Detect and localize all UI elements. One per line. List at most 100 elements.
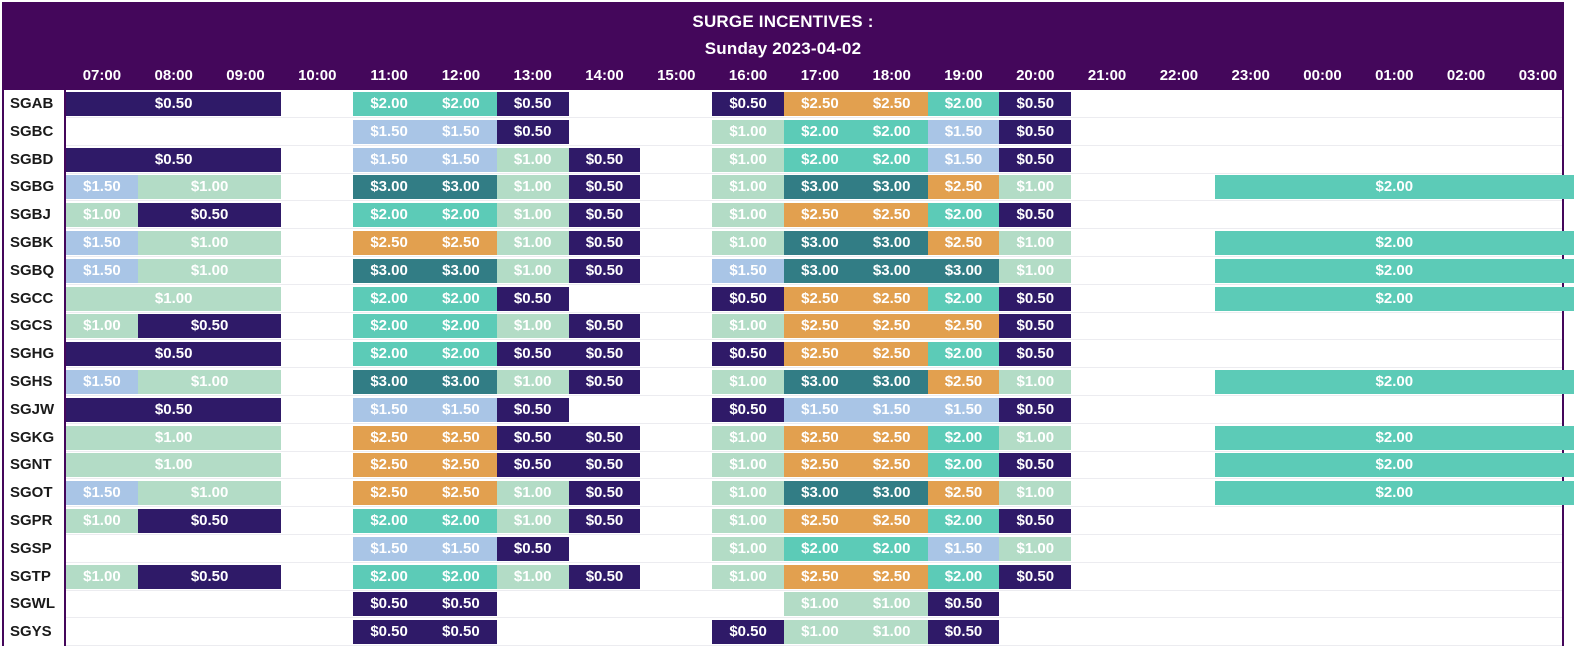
incentive-cell: $3.00 [425, 370, 497, 394]
incentive-cell: $2.00 [784, 147, 856, 172]
incentive-cell: $0.50 [66, 92, 282, 116]
incentive-cell: $2.00 [855, 119, 928, 144]
incentive-cell: $2.50 [927, 314, 1000, 339]
incentive-cell: $0.50 [999, 203, 1072, 228]
hour-header: 03:00 [1518, 67, 1558, 84]
incentive-cell: $2.00 [1214, 481, 1574, 506]
hour-header: 15:00 [657, 67, 696, 84]
hour-header: 19:00 [944, 67, 983, 84]
incentive-cell: $2.00 [1214, 258, 1574, 283]
incentive-cell: $0.50 [999, 397, 1072, 422]
incentive-cell: $2.00 [1214, 453, 1574, 478]
incentive-cell: $2.00 [927, 203, 1000, 228]
incentive-cell: $1.00 [712, 175, 784, 200]
incentive-cell: $1.00 [496, 564, 569, 589]
incentive-cell: $2.50 [425, 481, 497, 506]
hour-header: 14:00 [585, 67, 624, 84]
incentive-cell: $1.00 [66, 453, 282, 478]
zone-code-label: SGHS [4, 368, 64, 396]
incentive-cell: $2.00 [927, 425, 1000, 450]
zone-code-label: SGCS [4, 312, 64, 341]
incentive-cell: $1.00 [712, 425, 784, 450]
row-divider [66, 479, 1562, 508]
incentive-cell: $1.50 [66, 175, 138, 200]
incentive-cell: $2.50 [784, 92, 856, 116]
incentive-cell: $2.00 [927, 453, 1000, 478]
label-column-divider [64, 90, 66, 646]
incentive-cell: $0.50 [66, 147, 282, 172]
incentive-cell: $1.00 [66, 203, 138, 228]
incentive-cell: $2.00 [425, 286, 497, 311]
incentive-cell: $0.50 [496, 286, 569, 311]
incentive-cell: $0.50 [66, 342, 282, 367]
incentive-cell: $0.50 [496, 536, 569, 561]
incentive-cell: $0.50 [496, 342, 569, 367]
incentive-cell: $1.00 [712, 203, 784, 228]
incentive-cell: $1.00 [855, 592, 928, 617]
incentive-cell: $0.50 [999, 314, 1072, 339]
incentive-cell: $3.00 [784, 481, 856, 506]
page-date: Sunday 2023-04-02 [704, 39, 862, 58]
zone-code-label: SGBD [4, 145, 64, 174]
zone-code-label: SGAB [4, 90, 64, 118]
incentive-cell: $0.50 [999, 286, 1072, 311]
row-divider [66, 618, 1562, 647]
incentive-cell: $1.50 [353, 147, 425, 172]
hour-header: 21:00 [1087, 67, 1127, 84]
incentive-cell: $2.00 [425, 509, 497, 533]
incentive-cell: $3.00 [353, 370, 425, 394]
incentive-cell: $3.00 [855, 258, 928, 283]
incentive-cell: $2.50 [784, 509, 856, 533]
incentive-cell: $2.00 [353, 203, 425, 228]
zone-code-label: SGCC [4, 284, 64, 313]
row-divider [66, 257, 1562, 285]
incentive-cell: $2.00 [353, 92, 425, 116]
incentive-cell: $2.00 [353, 564, 425, 589]
incentive-cell: $2.00 [927, 564, 1000, 589]
incentive-cell: $2.50 [353, 481, 425, 506]
incentive-cell: $2.00 [927, 509, 1000, 533]
incentive-cell: $1.50 [66, 231, 138, 255]
hour-header: 13:00 [513, 67, 552, 84]
incentive-cell: $2.50 [927, 370, 1000, 394]
incentive-cell: $1.50 [712, 258, 784, 283]
zone-code-label: SGOT [4, 479, 64, 508]
zone-code-label: SGBK [4, 229, 64, 257]
incentive-cell: $2.50 [425, 231, 497, 255]
incentive-cell: $0.50 [712, 342, 784, 367]
incentive-cell: $1.50 [425, 147, 497, 172]
incentive-cell: $2.00 [353, 286, 425, 311]
incentive-cell: $2.00 [353, 509, 425, 533]
incentive-cell: $1.00 [712, 481, 784, 506]
incentive-cell: $1.00 [784, 620, 856, 645]
incentive-cell: $2.00 [927, 342, 1000, 367]
incentive-cell: $2.50 [855, 564, 928, 589]
hour-header: 08:00 [154, 67, 193, 84]
incentive-cell: $0.50 [568, 147, 641, 172]
incentive-cell: $0.50 [999, 453, 1072, 478]
incentive-cell: $1.50 [855, 397, 928, 422]
incentive-cell: $0.50 [425, 592, 497, 617]
incentive-cell: $1.00 [496, 481, 569, 506]
incentive-cell: $0.50 [999, 509, 1072, 533]
incentive-cell: $2.50 [855, 286, 928, 311]
incentive-cell: $2.50 [425, 453, 497, 478]
incentive-cell: $2.00 [1214, 425, 1574, 450]
incentive-cell: $1.00 [66, 509, 138, 533]
incentive-cell: $2.00 [784, 536, 856, 561]
hour-header: 23:00 [1231, 67, 1270, 84]
row-divider [66, 173, 1562, 202]
zone-code-label: SGBJ [4, 201, 64, 230]
hour-header: 17:00 [800, 67, 840, 84]
incentive-cell: $1.00 [712, 536, 784, 561]
incentive-cell: $2.50 [927, 175, 1000, 200]
hour-header: 01:00 [1375, 67, 1414, 84]
hour-header-row: 07:00 08:00 09:00 10:00 11:00 12:00 13:00 14:00… [4, 65, 1562, 91]
zone-code-label: SGPR [4, 507, 64, 535]
incentive-cell: $2.50 [784, 342, 856, 367]
incentive-cell: $1.00 [855, 620, 928, 645]
incentive-cell: $3.00 [784, 175, 856, 200]
incentive-cell: $2.50 [784, 314, 856, 339]
incentive-cell: $1.00 [999, 425, 1072, 450]
incentive-cell: $2.00 [425, 342, 497, 367]
